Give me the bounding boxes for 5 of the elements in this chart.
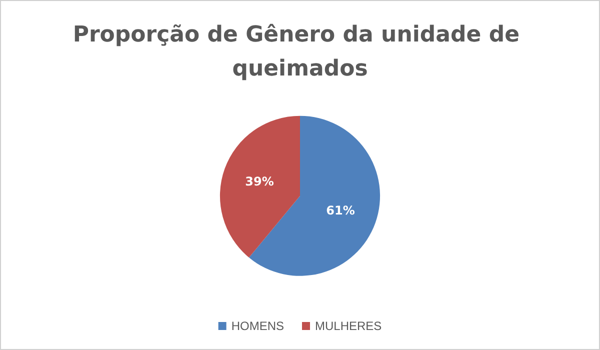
data-label: 39% bbox=[245, 174, 274, 188]
data-label: 61% bbox=[326, 203, 355, 218]
chart-title: Proporção de Gênero da unidade de queimados bbox=[72, 22, 528, 82]
legend-label: HOMENS bbox=[231, 319, 284, 333]
legend-label: MULHERES bbox=[314, 319, 382, 333]
